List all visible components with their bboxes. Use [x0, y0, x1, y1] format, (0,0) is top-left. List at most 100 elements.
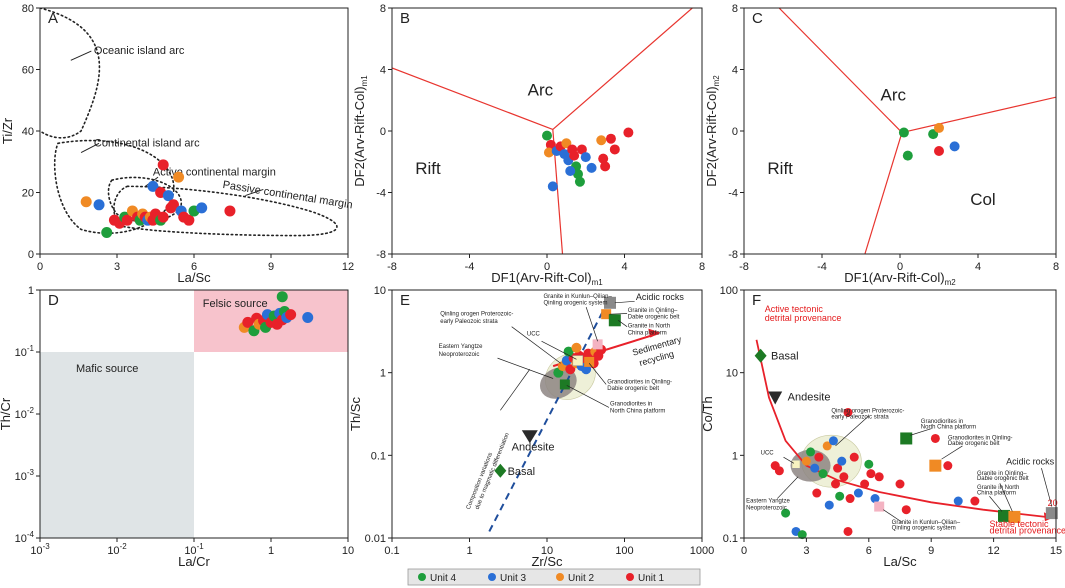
leader-qop	[835, 415, 870, 447]
label-active-1: Active tectonic	[765, 304, 824, 314]
data-point-unit1	[605, 133, 616, 144]
leader-eyn	[777, 476, 799, 499]
panel-c-content	[778, 8, 1056, 254]
leader-acidic	[1041, 468, 1053, 507]
y-tick-label: 0	[732, 126, 738, 138]
panel-letter: F	[752, 292, 761, 309]
granite-kunlun-marker	[592, 339, 603, 350]
data-point-unit1	[565, 364, 576, 375]
y-axis-title: Ti/Zr	[0, 117, 15, 144]
x-tick-label: 100	[615, 545, 633, 557]
data-point-unit3	[870, 494, 880, 504]
x-tick-label: 0.1	[384, 545, 399, 557]
data-point-unit1	[831, 479, 841, 489]
data-point-unit3	[196, 202, 208, 214]
label-gq-1: Granite in Qinling–	[977, 471, 1027, 477]
leader-qop	[511, 326, 561, 364]
granite-kunlun-marker	[874, 501, 885, 512]
label-gq-2: Dabie orogenic belt	[977, 476, 1029, 482]
x-tick-label: 0	[37, 261, 43, 273]
label-continental-arc: Continental island arc	[94, 137, 200, 149]
data-point-unit1	[623, 127, 634, 138]
y-tick-label: 1	[380, 368, 386, 380]
data-point-unit3	[828, 436, 838, 446]
label-stable-1: Stable tectonic	[989, 519, 1049, 529]
label-active-margin: Active continental margin	[153, 167, 276, 179]
data-point-unit3	[837, 456, 847, 466]
x-axis-title: DF1(Arv-Rift-Col)m1	[491, 270, 603, 287]
y-tick-label: 8	[732, 3, 738, 15]
data-point-unit1	[814, 452, 824, 462]
data-point-unit1	[576, 144, 587, 155]
x-axis-sub: m1	[592, 278, 604, 287]
label-gqd-1: Granodiorites in Qinling-	[948, 436, 1013, 442]
panel-c: Arc Rift Col -8 -4 0 4 8 -8 -4 0 4 8 DF1(Arv-Rift-Col…	[704, 3, 1059, 287]
data-point-unit3	[853, 488, 863, 498]
leader-granite-qd	[609, 313, 628, 315]
data-point-unit4	[864, 459, 874, 469]
y-tick-label: 10-2	[15, 406, 35, 421]
label-passive-margin: Passive continental margin	[222, 179, 354, 211]
mafic-field	[40, 352, 194, 538]
y-tick-exp: -2	[27, 406, 35, 415]
y-axis-title: DF2(Arv-Rift-Col)m2	[704, 75, 721, 187]
granite-qinling-marker	[1008, 510, 1021, 523]
label-eyn-1: Eastern Yangtze	[746, 498, 790, 504]
data-point-unit3	[949, 141, 960, 152]
label-gqd-2: Dabie orogenic belt	[948, 441, 1000, 447]
data-point-unit3	[580, 152, 591, 163]
x-tick-label: 4	[975, 261, 981, 273]
x-tick-label: 10	[342, 545, 354, 557]
data-point-unit2	[822, 441, 832, 451]
x-tick-label: 3	[803, 545, 809, 557]
boundary-rift-col	[864, 132, 903, 254]
data-point-unit2	[596, 135, 607, 146]
field-arc: Arc	[881, 85, 907, 104]
x-tick-label: 6	[866, 545, 872, 557]
label-andesite: Andesite	[788, 392, 831, 404]
label-ucc: UCC	[527, 332, 541, 338]
legend-marker-unit1	[626, 573, 634, 581]
x-tick-label: 10-3	[30, 542, 50, 557]
x-tick-label: -8	[387, 261, 397, 273]
label-granite-nc-2: China platform	[628, 330, 667, 336]
leader-eyn	[497, 357, 554, 379]
label-qop-1: Qinling orogen Proterozoic-	[831, 408, 904, 414]
data-point-unit1	[874, 472, 884, 482]
label-andesite: Andesite	[512, 441, 555, 453]
field-arc: Arc	[528, 81, 554, 100]
y-tick-label: 0.1	[723, 533, 738, 545]
data-point-unit3	[302, 312, 314, 324]
label-gnc-2: North China platform	[921, 425, 976, 431]
x-tick-label: -8	[739, 261, 749, 273]
x-tick-label: 3	[114, 261, 120, 273]
data-point-unit4	[573, 169, 583, 180]
panel-letter: B	[400, 10, 410, 27]
data-point-unit1	[895, 479, 905, 489]
x-axis-sub: m2	[945, 278, 957, 287]
data-point-unit2	[173, 171, 185, 183]
label-felsic-source: Felsic source	[203, 298, 268, 310]
y-axis-title: DF2(Arv-Rift-Col)m1	[352, 75, 369, 187]
y-tick-label: 1	[28, 285, 34, 297]
label-eyn-1: Eastern Yangtze	[439, 344, 483, 350]
legend-label-unit4: Unit 4	[430, 573, 457, 584]
legend-marker-unit3	[488, 573, 496, 581]
y-axis-sub: m1	[360, 75, 369, 87]
data-point-unit3	[147, 180, 159, 192]
legend-label-unit1: Unit 1	[638, 573, 665, 584]
ucc-marker	[791, 460, 801, 469]
data-point-unit1	[157, 211, 169, 223]
x-tick-label: 10	[541, 545, 553, 557]
data-point-unit3	[93, 199, 105, 211]
x-tick-label: 1	[268, 545, 274, 557]
data-point-unit1	[600, 161, 611, 172]
y-tick-label: 100	[720, 285, 738, 297]
label-gn-2: China platform	[977, 491, 1016, 497]
y-axis-title: Th/Sc	[348, 397, 363, 431]
data-point-unit2	[571, 342, 582, 353]
y-tick-label: 4	[732, 65, 738, 77]
boundary-rift-arc	[778, 8, 903, 133]
granite-qinling-dabie-marker	[601, 309, 612, 320]
